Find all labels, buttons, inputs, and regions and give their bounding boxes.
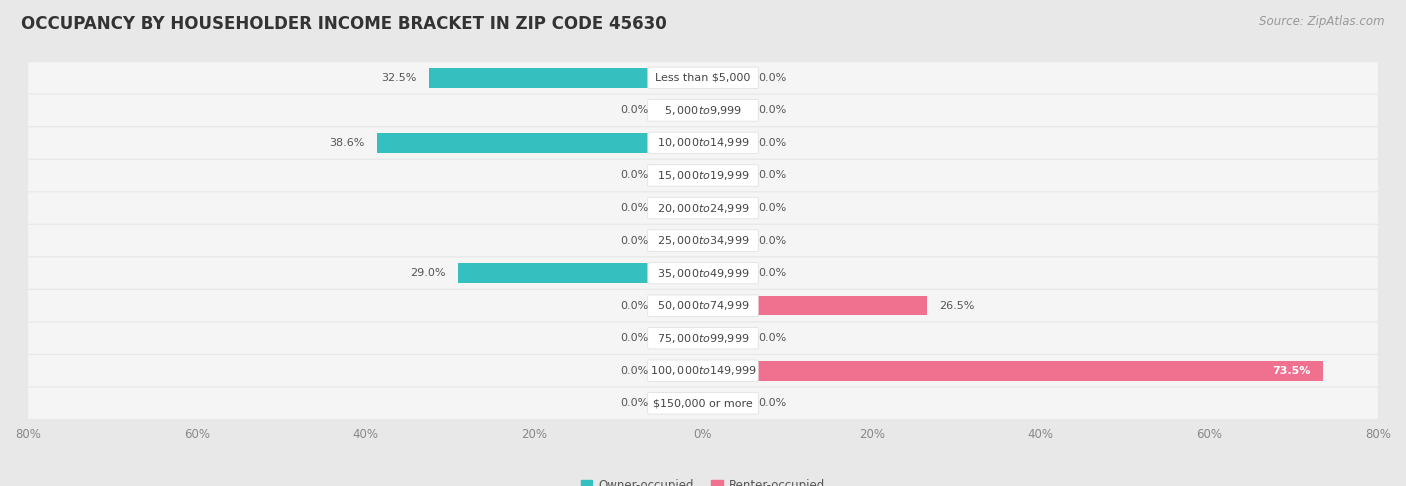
Text: 0.0%: 0.0% bbox=[758, 268, 786, 278]
Text: $50,000 to $74,999: $50,000 to $74,999 bbox=[657, 299, 749, 312]
Text: $75,000 to $99,999: $75,000 to $99,999 bbox=[657, 332, 749, 345]
FancyBboxPatch shape bbox=[28, 258, 1378, 289]
FancyBboxPatch shape bbox=[648, 230, 758, 251]
FancyBboxPatch shape bbox=[28, 95, 1378, 126]
Text: 38.6%: 38.6% bbox=[329, 138, 364, 148]
Text: Less than $5,000: Less than $5,000 bbox=[655, 73, 751, 83]
Text: 29.0%: 29.0% bbox=[411, 268, 446, 278]
Text: 0.0%: 0.0% bbox=[620, 236, 648, 245]
Bar bbox=[648, 101, 661, 120]
Bar bbox=[429, 68, 648, 87]
FancyBboxPatch shape bbox=[28, 127, 1378, 158]
Text: 0.0%: 0.0% bbox=[758, 333, 786, 343]
Bar bbox=[745, 133, 758, 153]
Bar bbox=[648, 166, 661, 185]
FancyBboxPatch shape bbox=[648, 328, 758, 349]
Bar bbox=[648, 361, 661, 381]
FancyBboxPatch shape bbox=[28, 290, 1378, 321]
FancyBboxPatch shape bbox=[648, 360, 758, 382]
Bar bbox=[745, 68, 758, 87]
Bar bbox=[745, 198, 758, 218]
Text: 0.0%: 0.0% bbox=[620, 203, 648, 213]
FancyBboxPatch shape bbox=[648, 262, 758, 284]
Text: $5,000 to $9,999: $5,000 to $9,999 bbox=[664, 104, 742, 117]
Bar bbox=[648, 231, 661, 250]
FancyBboxPatch shape bbox=[28, 192, 1378, 224]
FancyBboxPatch shape bbox=[28, 388, 1378, 419]
Text: 0.0%: 0.0% bbox=[620, 301, 648, 311]
FancyBboxPatch shape bbox=[648, 197, 758, 219]
FancyBboxPatch shape bbox=[28, 323, 1378, 354]
Bar bbox=[648, 329, 661, 348]
Bar bbox=[745, 263, 758, 283]
Text: 0.0%: 0.0% bbox=[758, 105, 786, 115]
FancyBboxPatch shape bbox=[28, 62, 1378, 93]
Text: 26.5%: 26.5% bbox=[939, 301, 974, 311]
Bar bbox=[458, 263, 648, 283]
Text: OCCUPANCY BY HOUSEHOLDER INCOME BRACKET IN ZIP CODE 45630: OCCUPANCY BY HOUSEHOLDER INCOME BRACKET … bbox=[21, 15, 666, 33]
Text: $150,000 or more: $150,000 or more bbox=[654, 399, 752, 408]
FancyBboxPatch shape bbox=[648, 132, 758, 154]
Text: 0.0%: 0.0% bbox=[758, 203, 786, 213]
Bar bbox=[377, 133, 648, 153]
Text: 0.0%: 0.0% bbox=[620, 399, 648, 408]
Bar bbox=[745, 329, 758, 348]
Bar bbox=[758, 361, 1323, 381]
FancyBboxPatch shape bbox=[648, 165, 758, 186]
Text: 0.0%: 0.0% bbox=[620, 171, 648, 180]
Bar bbox=[648, 198, 661, 218]
Text: 0.0%: 0.0% bbox=[620, 333, 648, 343]
FancyBboxPatch shape bbox=[28, 355, 1378, 386]
Text: $15,000 to $19,999: $15,000 to $19,999 bbox=[657, 169, 749, 182]
FancyBboxPatch shape bbox=[648, 295, 758, 316]
FancyBboxPatch shape bbox=[648, 67, 758, 88]
Text: $100,000 to $149,999: $100,000 to $149,999 bbox=[650, 364, 756, 377]
Bar bbox=[745, 101, 758, 120]
Text: 0.0%: 0.0% bbox=[758, 138, 786, 148]
Text: 73.5%: 73.5% bbox=[1272, 366, 1310, 376]
Text: $35,000 to $49,999: $35,000 to $49,999 bbox=[657, 267, 749, 279]
Bar bbox=[745, 231, 758, 250]
Text: $20,000 to $24,999: $20,000 to $24,999 bbox=[657, 202, 749, 214]
Bar bbox=[648, 296, 661, 315]
Text: 0.0%: 0.0% bbox=[758, 171, 786, 180]
Text: 32.5%: 32.5% bbox=[381, 73, 416, 83]
Text: $25,000 to $34,999: $25,000 to $34,999 bbox=[657, 234, 749, 247]
Text: 0.0%: 0.0% bbox=[758, 399, 786, 408]
Bar bbox=[745, 394, 758, 413]
FancyBboxPatch shape bbox=[28, 160, 1378, 191]
Text: 0.0%: 0.0% bbox=[620, 366, 648, 376]
Text: $10,000 to $14,999: $10,000 to $14,999 bbox=[657, 137, 749, 149]
Text: 0.0%: 0.0% bbox=[758, 73, 786, 83]
FancyBboxPatch shape bbox=[28, 225, 1378, 256]
FancyBboxPatch shape bbox=[648, 393, 758, 414]
FancyBboxPatch shape bbox=[648, 100, 758, 121]
Bar bbox=[758, 296, 927, 315]
Text: 0.0%: 0.0% bbox=[620, 105, 648, 115]
Text: 0.0%: 0.0% bbox=[758, 236, 786, 245]
Legend: Owner-occupied, Renter-occupied: Owner-occupied, Renter-occupied bbox=[576, 475, 830, 486]
Text: Source: ZipAtlas.com: Source: ZipAtlas.com bbox=[1260, 15, 1385, 28]
Bar bbox=[648, 394, 661, 413]
Bar bbox=[745, 166, 758, 185]
